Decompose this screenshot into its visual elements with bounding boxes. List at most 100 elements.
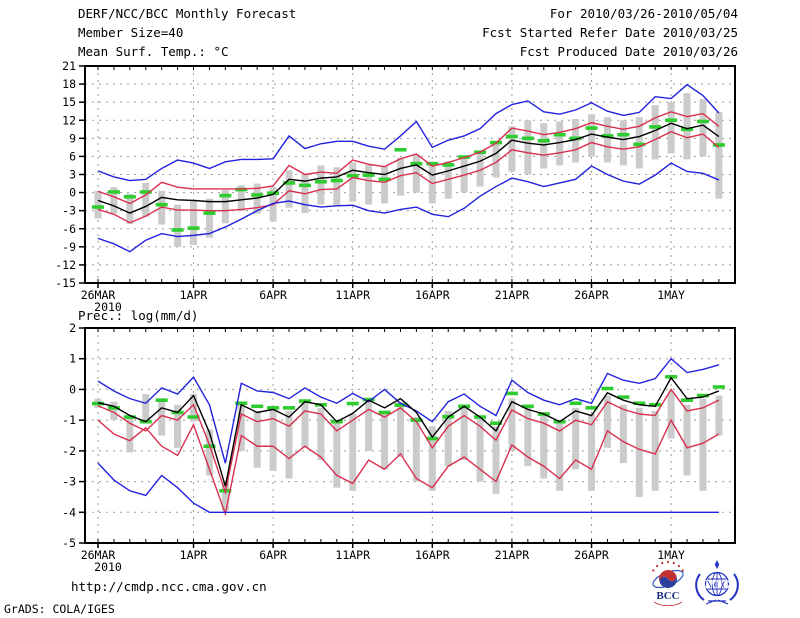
x-tick-label: 6APR xyxy=(259,548,287,562)
spread-bar xyxy=(158,398,166,436)
observation-dash xyxy=(203,211,216,215)
series-ensemble-max xyxy=(97,83,720,182)
y-tick-label: 2 xyxy=(69,321,76,335)
series-upper-quartile xyxy=(97,111,720,205)
spread-bar xyxy=(365,164,373,205)
spread-bar xyxy=(699,398,707,491)
spread-bar xyxy=(301,401,309,448)
observation-dash xyxy=(712,385,725,389)
x-tick-label: 16APR xyxy=(415,288,450,302)
forecast-range-label: For 2010/03/26-2010/05/04 xyxy=(549,6,738,21)
spread-bar xyxy=(540,414,548,479)
observation-dash xyxy=(537,138,550,143)
spread-bar xyxy=(699,99,707,157)
observation-dash xyxy=(92,205,104,209)
refer-date-label: Fcst Started Refer Date 2010/03/25 xyxy=(482,25,738,40)
observation-dash xyxy=(251,193,264,197)
spread-bar xyxy=(142,182,150,217)
spread-bar xyxy=(174,404,182,448)
observation-dash xyxy=(92,401,104,406)
spread-bar xyxy=(492,141,500,178)
observation-dash xyxy=(426,161,439,166)
spread-bar xyxy=(444,410,452,467)
spread-bar xyxy=(540,123,548,169)
spread-bar xyxy=(556,121,564,166)
ncc-logo-label: NCC xyxy=(704,577,731,591)
observation-dash xyxy=(314,179,327,184)
grads-credit: GrADS: COLA/IGES xyxy=(4,602,115,616)
observation-dash xyxy=(490,421,502,426)
spread-bar xyxy=(524,120,532,175)
spread-bar xyxy=(715,395,723,436)
observation-dash xyxy=(426,436,439,441)
x-tick-label: 6APR xyxy=(259,288,287,302)
x-tick-label: 26MAR xyxy=(81,288,116,302)
observation-dash xyxy=(187,226,200,230)
y-tick-label: -2 xyxy=(62,444,76,458)
observation-dash xyxy=(394,147,407,152)
spread-bar xyxy=(94,190,102,219)
observation-dash xyxy=(505,134,518,139)
spread-bar xyxy=(285,410,293,479)
spread-bar xyxy=(619,404,627,464)
observation-dash xyxy=(617,395,630,399)
series-ensemble-min xyxy=(97,162,720,253)
x-tick-label: 16APR xyxy=(415,548,450,562)
spread-bar xyxy=(221,190,229,224)
observation-dash xyxy=(251,404,264,409)
observation-dash xyxy=(617,132,630,137)
spread-bar xyxy=(365,401,373,451)
y-tick-label: -5 xyxy=(62,536,76,550)
spread-bar xyxy=(126,415,134,453)
observation-dash xyxy=(442,163,455,167)
spread-bar xyxy=(588,414,596,491)
spread-bar xyxy=(205,198,213,238)
series-ensemble-mean xyxy=(97,122,720,214)
observation-dash xyxy=(346,401,359,406)
produced-date-label: Fcst Produced Date 2010/03/26 xyxy=(519,44,738,59)
x-tick-label: 26APR xyxy=(574,288,609,302)
spread-bar xyxy=(205,429,213,476)
bcc-logo: BCC xyxy=(652,560,684,607)
observation-dash xyxy=(235,401,248,406)
y-tick-label: -9 xyxy=(62,240,76,254)
observation-dash xyxy=(712,143,725,147)
bcc-char-ring-icon xyxy=(652,560,684,572)
spread-bar xyxy=(524,407,532,467)
series-ensemble-min xyxy=(97,462,719,513)
observation-dash xyxy=(107,190,120,194)
ncc-logo: NCC xyxy=(695,560,739,605)
spread-bar xyxy=(508,126,516,172)
x-axis-year-label: 2010 xyxy=(94,560,122,574)
chart-frame xyxy=(84,327,736,544)
spread-bar xyxy=(460,404,468,461)
y-tick-label: 21 xyxy=(62,59,76,73)
observation-dash xyxy=(553,132,566,137)
spread-bar xyxy=(269,406,277,471)
spread-bar xyxy=(412,417,420,482)
spread-bar xyxy=(619,120,627,166)
spread-bar xyxy=(396,401,404,457)
x-tick-label: 1APR xyxy=(180,548,208,562)
spread-bar xyxy=(412,154,420,193)
ncc-ribbon-icon xyxy=(705,599,729,605)
observation-dash xyxy=(378,410,391,415)
observation-dash xyxy=(569,401,582,406)
spread-bar xyxy=(508,398,516,451)
precip-chart-title: Prec.: log(mm/d) xyxy=(78,308,199,323)
observation-dash xyxy=(601,386,614,391)
x-tick-label: 11APR xyxy=(335,548,370,562)
temp-chart-title: Mean Surf. Temp.: °C xyxy=(78,44,229,59)
spread-bar xyxy=(253,410,261,468)
y-tick-label: 0 xyxy=(69,186,76,200)
observation-dash xyxy=(410,418,423,422)
observation-dash xyxy=(171,228,184,232)
y-tick-label: -3 xyxy=(62,475,76,489)
spread-bar xyxy=(588,114,596,157)
y-tick-label: 15 xyxy=(62,95,76,109)
x-tick-label: 26APR xyxy=(574,548,609,562)
spread-bar xyxy=(333,167,341,206)
observation-dash xyxy=(585,406,598,410)
observation-dash xyxy=(601,134,614,138)
